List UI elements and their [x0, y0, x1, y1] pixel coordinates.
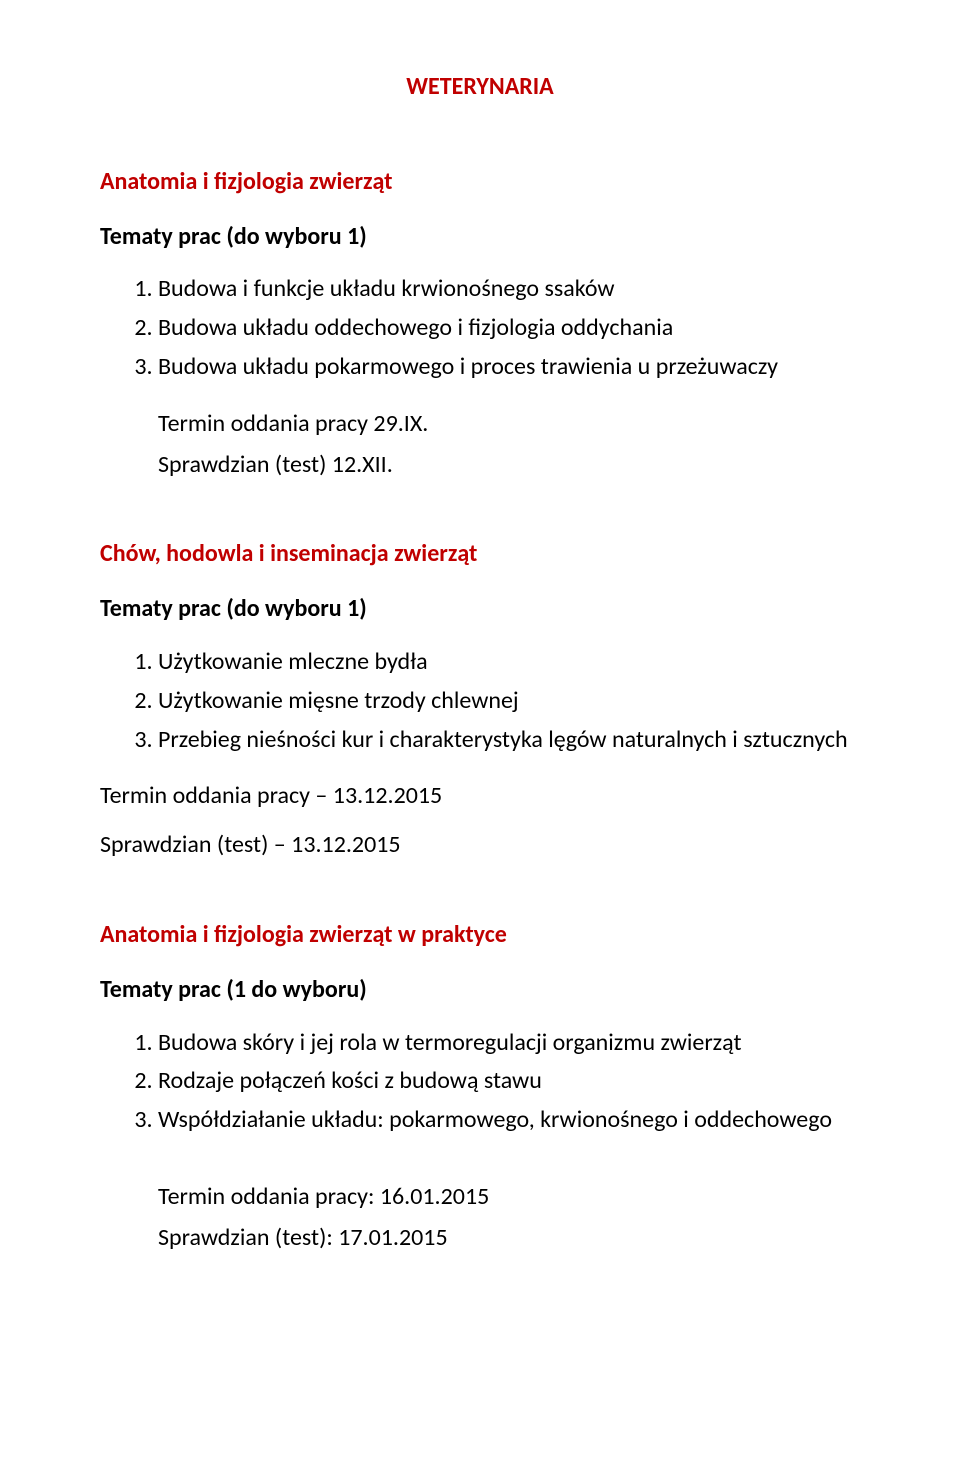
deadline-text: Termin oddania pracy 29.IX.: [100, 407, 860, 442]
document-page: WETERYNARIA Anatomia i fizjologia zwierz…: [0, 0, 960, 1342]
test-text: Sprawdzian (test) 12.XII.: [100, 448, 860, 483]
list-item: Użytkowanie mleczne bydła: [158, 645, 860, 680]
list-item: Użytkowanie mięsne trzody chlewnej: [158, 684, 860, 719]
list-item: Budowa układu pokarmowego i proces trawi…: [158, 350, 860, 385]
topics-list: Budowa i funkcje układu krwionośnego ssa…: [100, 272, 860, 384]
section-heading: Chów, hodowla i inseminacja zwierząt: [100, 537, 860, 572]
section-heading: Anatomia i fizjologia zwierząt: [100, 165, 860, 200]
topics-list: Użytkowanie mleczne bydła Użytkowanie mi…: [100, 645, 860, 757]
list-item: Budowa układu oddechowego i fizjologia o…: [158, 311, 860, 346]
section-heading: Anatomia i fizjologia zwierząt w praktyc…: [100, 918, 860, 953]
deadline-text: Termin oddania pracy – 13.12.2015: [100, 779, 860, 814]
topics-list: Budowa skóry i jej rola w termoregulacji…: [100, 1026, 860, 1138]
test-text: Sprawdzian (test) – 13.12.2015: [100, 828, 860, 863]
list-item: Budowa skóry i jej rola w termoregulacji…: [158, 1026, 860, 1061]
topics-label: Tematy prac (1 do wyboru): [100, 973, 860, 1008]
deadline-text: Termin oddania pracy: 16.01.2015: [100, 1180, 860, 1215]
list-item: Budowa i funkcje układu krwionośnego ssa…: [158, 272, 860, 307]
topics-label: Tematy prac (do wyboru 1): [100, 592, 860, 627]
topics-label: Tematy prac (do wyboru 1): [100, 220, 860, 255]
page-title: WETERYNARIA: [100, 70, 860, 105]
list-item: Rodzaje połączeń kości z budową stawu: [158, 1064, 860, 1099]
test-text: Sprawdzian (test): 17.01.2015: [100, 1221, 860, 1256]
list-item: Przebieg nieśności kur i charakterystyka…: [158, 723, 860, 758]
list-item: Współdziałanie układu: pokarmowego, krwi…: [158, 1103, 860, 1138]
